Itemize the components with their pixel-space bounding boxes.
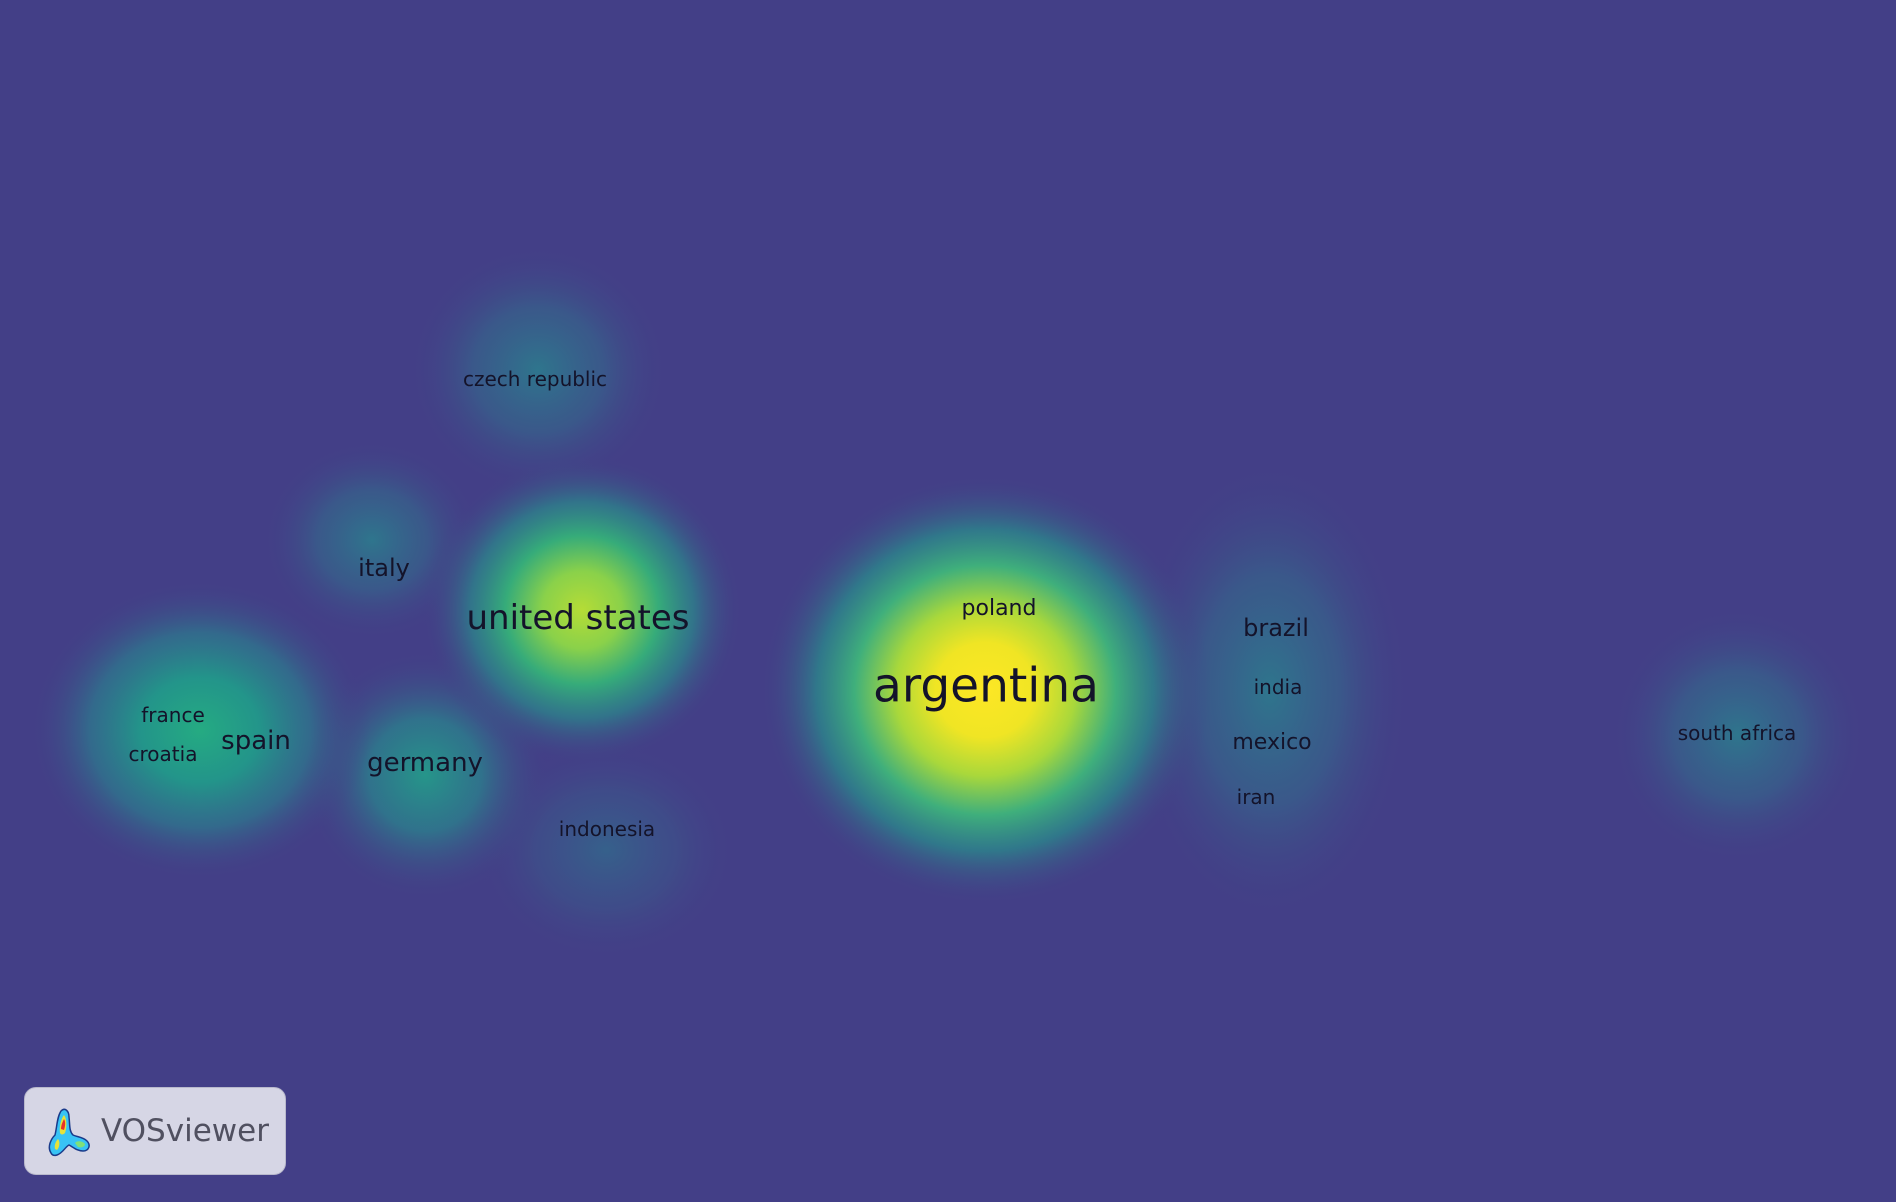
- term-label-croatia[interactable]: croatia: [128, 742, 198, 766]
- term-label-italy[interactable]: italy: [358, 554, 410, 582]
- vosviewer-logo-box[interactable]: VOSviewer: [24, 1087, 286, 1175]
- density-blob-united-states: [422, 455, 742, 765]
- term-label-france[interactable]: france: [141, 703, 205, 727]
- term-label-south-africa[interactable]: south africa: [1677, 721, 1797, 745]
- term-label-spain[interactable]: spain: [221, 726, 291, 756]
- vosviewer-logo-text: VOSviewer: [101, 1113, 269, 1149]
- density-blob-spain-cluster: [30, 580, 370, 880]
- term-label-mexico[interactable]: mexico: [1232, 730, 1312, 755]
- density-blob-south-africa: [1610, 607, 1866, 863]
- term-label-indonesia[interactable]: indonesia: [558, 817, 656, 841]
- term-label-iran[interactable]: iran: [1236, 785, 1276, 809]
- density-blob-czech-republic: [408, 245, 668, 495]
- term-label-united-states[interactable]: united states: [466, 598, 690, 638]
- density-blob-argentina: [760, 475, 1210, 905]
- term-label-india[interactable]: india: [1253, 675, 1303, 699]
- term-label-brazil[interactable]: brazil: [1243, 614, 1309, 642]
- term-label-czech-republic[interactable]: czech republic: [462, 367, 608, 391]
- density-blob-brazil-cluster: [1130, 460, 1410, 920]
- vosviewer-logo-icon: [48, 1108, 90, 1157]
- term-label-germany[interactable]: germany: [367, 748, 483, 778]
- term-label-argentina[interactable]: argentina: [873, 658, 1099, 714]
- term-label-poland[interactable]: poland: [961, 596, 1037, 621]
